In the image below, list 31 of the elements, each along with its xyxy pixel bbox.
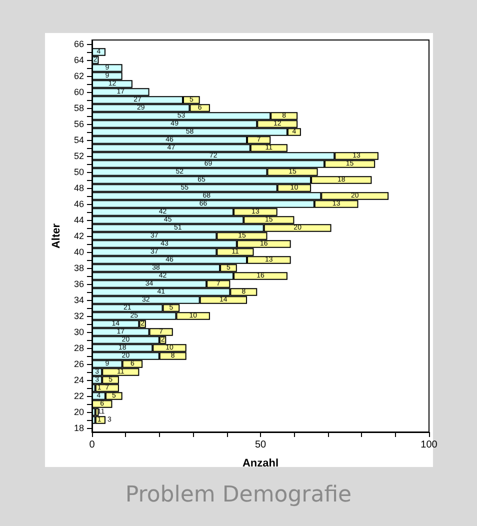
y-tick-label: 48 [74, 183, 84, 193]
x-axis-title: Anzahl [242, 458, 279, 470]
y-tick-label: 52 [74, 151, 84, 161]
text: Problem Demografie [125, 482, 352, 508]
x-tick-label: 0 [89, 440, 96, 450]
y-tick-label: 46 [74, 199, 84, 209]
y-tick-label: 38 [74, 263, 84, 273]
y-tick-label: 24 [74, 375, 84, 385]
y-tick-label: 28 [74, 343, 84, 353]
y-tick-label: 60 [74, 87, 84, 97]
y-tick-label: 18 [74, 423, 84, 433]
y-tick-label: 36 [74, 279, 84, 289]
y-tick-label: 40 [74, 247, 84, 257]
x-tick-label: 100 [420, 440, 438, 450]
y-tick-label: 54 [74, 135, 84, 145]
y-tick-label: 34 [74, 295, 84, 305]
y-tick-label: 64 [74, 55, 84, 65]
y-tick-label: 62 [74, 71, 84, 81]
y-tick-label: 66 [74, 39, 84, 49]
y-tick-label: 30 [74, 327, 84, 337]
y-tick-label: 44 [74, 215, 84, 225]
y-tick-label: 56 [74, 119, 84, 129]
x-tick-label: 50 [254, 440, 266, 450]
y-axis-title: Alter [50, 222, 62, 249]
y-tick-label: 42 [74, 231, 84, 241]
y-tick-label: 22 [74, 391, 84, 401]
y-tick-label: 50 [74, 167, 84, 177]
y-tick-label: 20 [74, 407, 84, 417]
y-tick-label: 26 [74, 359, 84, 369]
y-tick-label: 32 [74, 311, 84, 321]
y-tick-label: 58 [74, 103, 84, 113]
